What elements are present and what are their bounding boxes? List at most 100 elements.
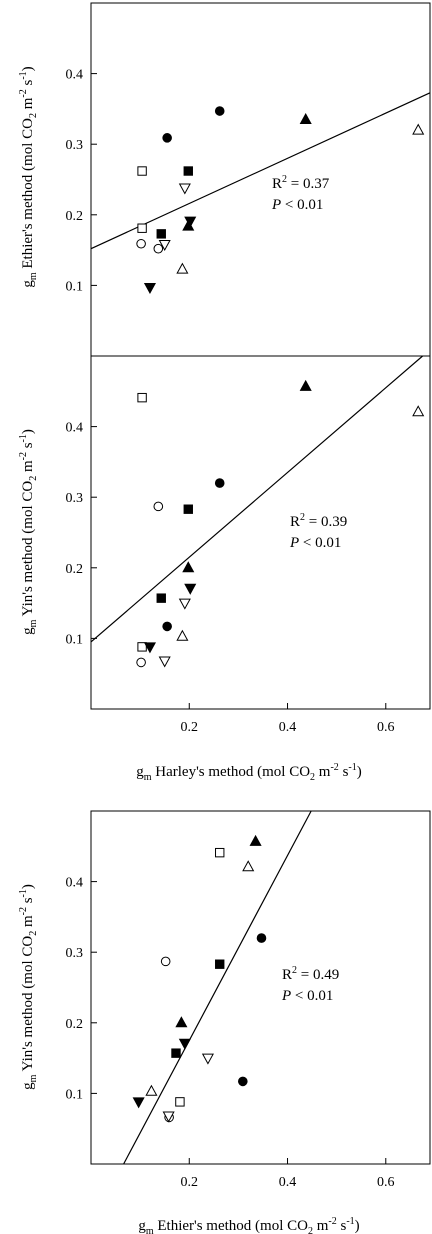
point-triangle-down-filled (132, 1097, 145, 1109)
point-triangle-down-open (178, 183, 191, 195)
point-triangle-down-filled (184, 583, 197, 595)
point-square-open (137, 166, 147, 176)
point-triangle-down-open (158, 656, 171, 668)
x-tick-label: 0.6 (377, 720, 395, 735)
fit-line (123, 810, 312, 1165)
x-ticks: 0.2 0.4 0.6 (181, 1158, 395, 1190)
svg-text:gm Ethier's method (mol CO2 m-: gm Ethier's method (mol CO2 m-2 s-1) (18, 66, 39, 287)
point-triangle-down-filled (143, 283, 157, 295)
x-tick-label: 0.4 (279, 720, 297, 735)
x-tick-label: 0.2 (181, 1175, 199, 1190)
point-triangle-up-filled (249, 834, 262, 846)
svg-text:R2 = 0.39: R2 = 0.39 (290, 512, 347, 530)
plot-frame (90, 355, 431, 710)
regression-line (123, 810, 312, 1165)
y-ticks: 0.1 0.2 0.3 0.4 (66, 68, 97, 294)
y-tick-label: 0.3 (66, 946, 84, 961)
svg-text:R2 = 0.37: R2 = 0.37 (272, 174, 330, 192)
point-circle-open (153, 243, 164, 254)
svg-text:P < 0.01: P < 0.01 (271, 197, 323, 213)
point-triangle-down-filled (143, 642, 157, 654)
y-tick-label: 0.4 (66, 421, 84, 436)
point-triangle-up-open (412, 123, 425, 135)
point-triangle-up-open (176, 629, 189, 641)
point-circle-filled (214, 106, 225, 116)
fit-line (90, 92, 431, 250)
regression-line (90, 92, 431, 250)
y-tick-label: 0.2 (66, 562, 84, 577)
x-tick-label: 0.4 (279, 1175, 297, 1190)
point-triangle-up-filled (175, 1016, 188, 1028)
point-square-filled (156, 593, 166, 603)
x-axis-label: gm Harley's method (mol CO2 m-2 s-1) (136, 762, 362, 783)
data-points (136, 379, 425, 668)
point-triangle-up-open (145, 1084, 158, 1096)
svg-text:gm Yin's method (mol CO2 m-2 s: gm Yin's method (mol CO2 m-2 s-1) (18, 429, 39, 635)
y-axis-label: gm Ethier's method (mol CO2 m-2 s-1) (18, 66, 39, 287)
point-square-open (175, 1097, 185, 1107)
stats-annotation: R2 = 0.39 P < 0.01 (289, 512, 347, 551)
y-tick-label: 0.4 (66, 876, 84, 891)
point-circle-filled (214, 478, 225, 488)
y-tick-label: 0.1 (66, 632, 84, 647)
y-tick-label: 0.1 (66, 279, 84, 294)
point-triangle-up-filled (299, 379, 312, 391)
point-triangle-down-open (201, 1053, 214, 1065)
y-tick-label: 0.1 (66, 1087, 84, 1102)
svg-text:P < 0.01: P < 0.01 (289, 535, 341, 551)
plot-frame (90, 810, 431, 1165)
x-ticks: 0.2 0.4 0.6 (181, 703, 395, 735)
point-circle-open (136, 657, 146, 668)
point-triangle-up-filled (299, 112, 312, 124)
y-tick-label: 0.2 (66, 209, 84, 224)
point-circle-filled (238, 1076, 248, 1087)
point-triangle-up-open (242, 860, 255, 872)
y-tick-label: 0.2 (66, 1017, 84, 1032)
y-tick-label: 0.3 (66, 491, 84, 506)
svg-text:gm Harley's method (mol CO2 m-: gm Harley's method (mol CO2 m-2 s-1) (136, 762, 362, 783)
x-axis-label: gm Ethier's method (mol CO2 m-2 s-1) (138, 1216, 359, 1234)
y-ticks: 0.1 0.2 0.3 0.4 (66, 876, 97, 1102)
y-axis-label: gm Yin's method (mol CO2 m-2 s-1) (18, 429, 39, 635)
fit-line (90, 355, 424, 643)
point-circle-filled (256, 933, 267, 943)
point-circle-open (136, 238, 146, 249)
point-triangle-down-filled (178, 1038, 191, 1050)
point-triangle-up-open (412, 405, 425, 417)
point-square-open (137, 392, 147, 403)
panel-ethier-vs-harley: gm Ethier's method (mol CO2 m-2 s-1) 0.1… (18, 2, 431, 357)
point-triangle-down-open (158, 239, 171, 251)
y-ticks: 0.1 0.2 0.3 0.4 (66, 421, 97, 647)
svg-text:gm Yin's method (mol CO2 m-2 s: gm Yin's method (mol CO2 m-2 s-1) (18, 884, 39, 1090)
point-triangle-down-filled (184, 216, 197, 228)
point-square-open (215, 847, 225, 858)
panel-yin-vs-harley: gm Yin's method (mol CO2 m-2 s-1) 0.1 0.2… (18, 355, 431, 783)
point-square-open (137, 642, 147, 652)
point-square-filled (183, 504, 193, 514)
x-tick-label: 0.6 (377, 1175, 395, 1190)
x-tick-label: 0.2 (181, 720, 199, 735)
point-circle-open (153, 501, 164, 512)
point-triangle-up-filled (182, 561, 195, 573)
point-square-filled (215, 959, 225, 969)
point-square-filled (156, 229, 166, 239)
point-triangle-down-open (162, 1111, 175, 1123)
point-circle-filled (162, 621, 172, 632)
point-square-filled (183, 166, 193, 176)
data-points (136, 106, 425, 295)
y-tick-label: 0.4 (66, 68, 84, 83)
point-square-filled (171, 1048, 181, 1058)
svg-text:gm Ethier's method (mol CO2 m-: gm Ethier's method (mol CO2 m-2 s-1) (138, 1216, 359, 1234)
svg-text:R2 = 0.49: R2 = 0.49 (282, 965, 339, 983)
y-tick-label: 0.3 (66, 138, 84, 153)
panel-yin-vs-ethier: gm Yin's method (mol CO2 m-2 s-1) 0.1 0.2… (18, 810, 431, 1234)
y-axis-label: gm Yin's method (mol CO2 m-2 s-1) (18, 884, 39, 1090)
point-circle-open (160, 956, 171, 967)
plot-frame (90, 2, 431, 357)
point-square-open (137, 223, 147, 233)
point-circle-filled (162, 133, 172, 143)
data-points (132, 834, 267, 1123)
stats-annotation: R2 = 0.37 P < 0.01 (271, 174, 330, 213)
regression-line (90, 355, 424, 643)
